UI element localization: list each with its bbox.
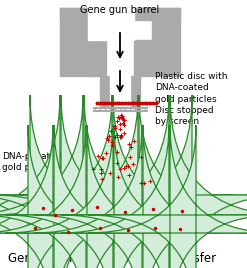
Bar: [152, 8, 180, 76]
FancyBboxPatch shape: [34, 125, 222, 268]
FancyBboxPatch shape: [18, 95, 233, 268]
Bar: [100, 76, 110, 106]
Bar: [134, 40, 152, 76]
Text: DNA-pcoated
gold particles: DNA-pcoated gold particles: [2, 152, 64, 172]
Text: Target plant cells: Target plant cells: [70, 241, 154, 251]
Text: Disc stopped
by screen: Disc stopped by screen: [155, 106, 214, 126]
Bar: [88, 40, 106, 76]
Text: Gene gun method of Gene Transfer: Gene gun method of Gene Transfer: [8, 252, 216, 265]
Text: Plastic disc with
DNA-coated
gold particles: Plastic disc with DNA-coated gold partic…: [155, 72, 227, 104]
Bar: [110, 40, 130, 106]
FancyBboxPatch shape: [0, 95, 150, 268]
FancyBboxPatch shape: [49, 95, 247, 268]
Bar: [60, 8, 88, 76]
Bar: [60, 8, 180, 20]
Bar: [130, 76, 140, 106]
FancyBboxPatch shape: [0, 125, 162, 268]
FancyBboxPatch shape: [72, 95, 247, 268]
FancyBboxPatch shape: [5, 125, 195, 268]
FancyBboxPatch shape: [88, 125, 247, 268]
Bar: [28, 192, 196, 238]
FancyBboxPatch shape: [0, 95, 204, 268]
FancyBboxPatch shape: [0, 125, 136, 268]
Bar: [88, 8, 134, 40]
FancyBboxPatch shape: [61, 125, 247, 268]
Text: Gene gun barrel: Gene gun barrel: [80, 5, 160, 15]
FancyBboxPatch shape: [0, 95, 181, 268]
